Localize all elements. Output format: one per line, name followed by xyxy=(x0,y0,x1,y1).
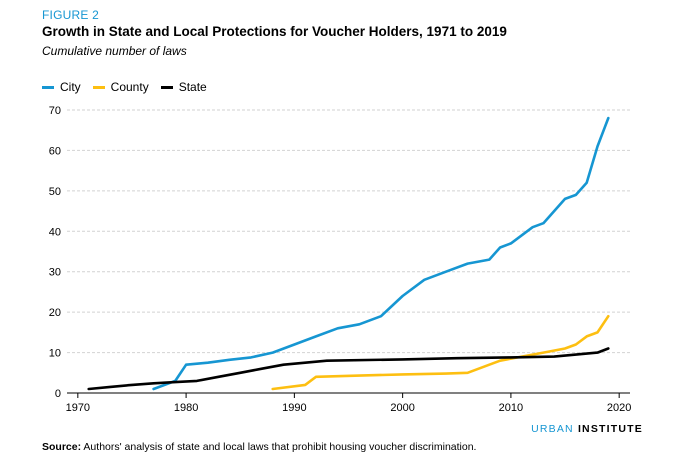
chart-title: Growth in State and Local Protections fo… xyxy=(42,24,507,39)
brand-logo: URBAN INSTITUTE xyxy=(531,423,643,435)
x-tick-label: 1990 xyxy=(282,402,306,414)
legend-label-state: State xyxy=(178,80,207,94)
series-line-county xyxy=(271,314,610,391)
legend-label-county: County xyxy=(110,80,149,94)
legend-item-city: City xyxy=(42,80,81,94)
legend-label-city: City xyxy=(60,80,81,94)
source-text: Authors' analysis of state and local law… xyxy=(81,441,477,453)
x-tick-label: 2010 xyxy=(499,402,523,414)
y-tick-label: 0 xyxy=(55,388,61,400)
y-tick-label: 70 xyxy=(49,105,61,117)
legend-item-county: County xyxy=(92,80,149,94)
legend-swatch-county xyxy=(92,85,105,89)
y-tick-label: 30 xyxy=(49,267,61,279)
y-tick-label: 40 xyxy=(49,226,61,238)
series-line-city xyxy=(152,116,610,391)
legend-item-state: State xyxy=(160,80,207,94)
y-tick-label: 60 xyxy=(49,145,61,157)
x-tick-label: 1980 xyxy=(174,402,198,414)
y-tick-label: 20 xyxy=(49,307,61,319)
x-tick-label: 2020 xyxy=(607,402,631,414)
legend-swatch-city xyxy=(42,85,54,89)
x-tick-label: 2000 xyxy=(390,402,414,414)
y-tick-label: 50 xyxy=(49,186,61,198)
legend: City County State xyxy=(42,80,207,94)
x-tick-label: 1970 xyxy=(66,402,90,414)
legend-swatch-state xyxy=(160,85,173,89)
source-note: Source: Authors' analysis of state and l… xyxy=(42,441,476,453)
figure-label: FIGURE 2 xyxy=(42,8,99,22)
chart-subtitle: Cumulative number of laws xyxy=(42,44,187,58)
series-line-state xyxy=(87,347,610,391)
source-label: Source: xyxy=(42,441,82,453)
y-tick-label: 10 xyxy=(49,348,61,360)
